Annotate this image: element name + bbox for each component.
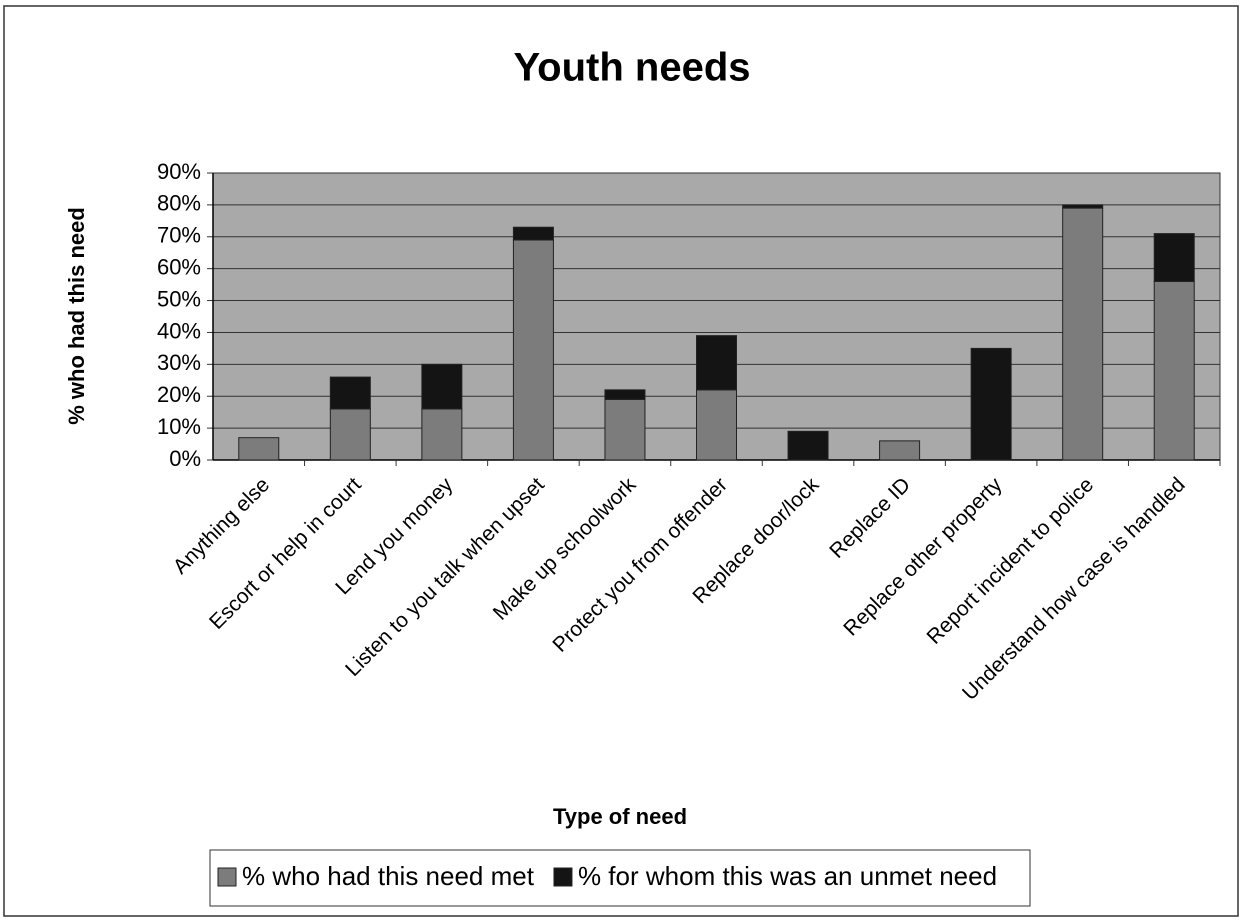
- bar-segment: [512, 226, 554, 241]
- x-axis-title: Type of need: [553, 804, 687, 829]
- legend-swatch: [217, 867, 237, 887]
- bar-segment: [421, 408, 463, 461]
- chart-title: Youth needs: [513, 46, 750, 90]
- legend-swatch: [553, 867, 573, 887]
- bar-segment: [787, 430, 829, 461]
- bar-segment: [329, 376, 371, 410]
- y-tick-label: 40%: [157, 318, 201, 343]
- bar-segment: [604, 398, 646, 461]
- y-axis-title: % who had this need: [64, 207, 89, 425]
- bar-segment: [421, 363, 463, 410]
- bar-segment: [512, 239, 554, 461]
- bar-segment: [1153, 233, 1195, 282]
- y-tick-label: 20%: [157, 382, 201, 407]
- y-tick-label: 10%: [157, 414, 201, 439]
- bar-segment: [604, 389, 646, 400]
- bar-segment: [970, 347, 1012, 461]
- bar-segment: [329, 408, 371, 461]
- bar-segment: [1153, 280, 1195, 461]
- bar-segment: [696, 335, 737, 391]
- y-tick-label: 90%: [157, 159, 201, 184]
- y-tick-label: 30%: [157, 350, 201, 375]
- chart-border: [3, 5, 1239, 917]
- y-tick-label: 60%: [157, 254, 201, 279]
- bar-segment: [696, 389, 737, 461]
- bar-segment: [1062, 204, 1104, 209]
- bar-segment: [1062, 207, 1104, 461]
- y-tick-label: 80%: [157, 191, 201, 216]
- y-tick-label: 0%: [169, 446, 201, 471]
- legend-label: % for whom this was an unmet need: [578, 861, 997, 891]
- bar-segment: [238, 437, 280, 461]
- legend-label: % who had this need met: [242, 861, 535, 891]
- y-tick-label: 70%: [157, 223, 201, 248]
- bar-segment: [879, 440, 921, 461]
- legend-box: [209, 849, 1031, 907]
- y-tick-label: 50%: [157, 286, 201, 311]
